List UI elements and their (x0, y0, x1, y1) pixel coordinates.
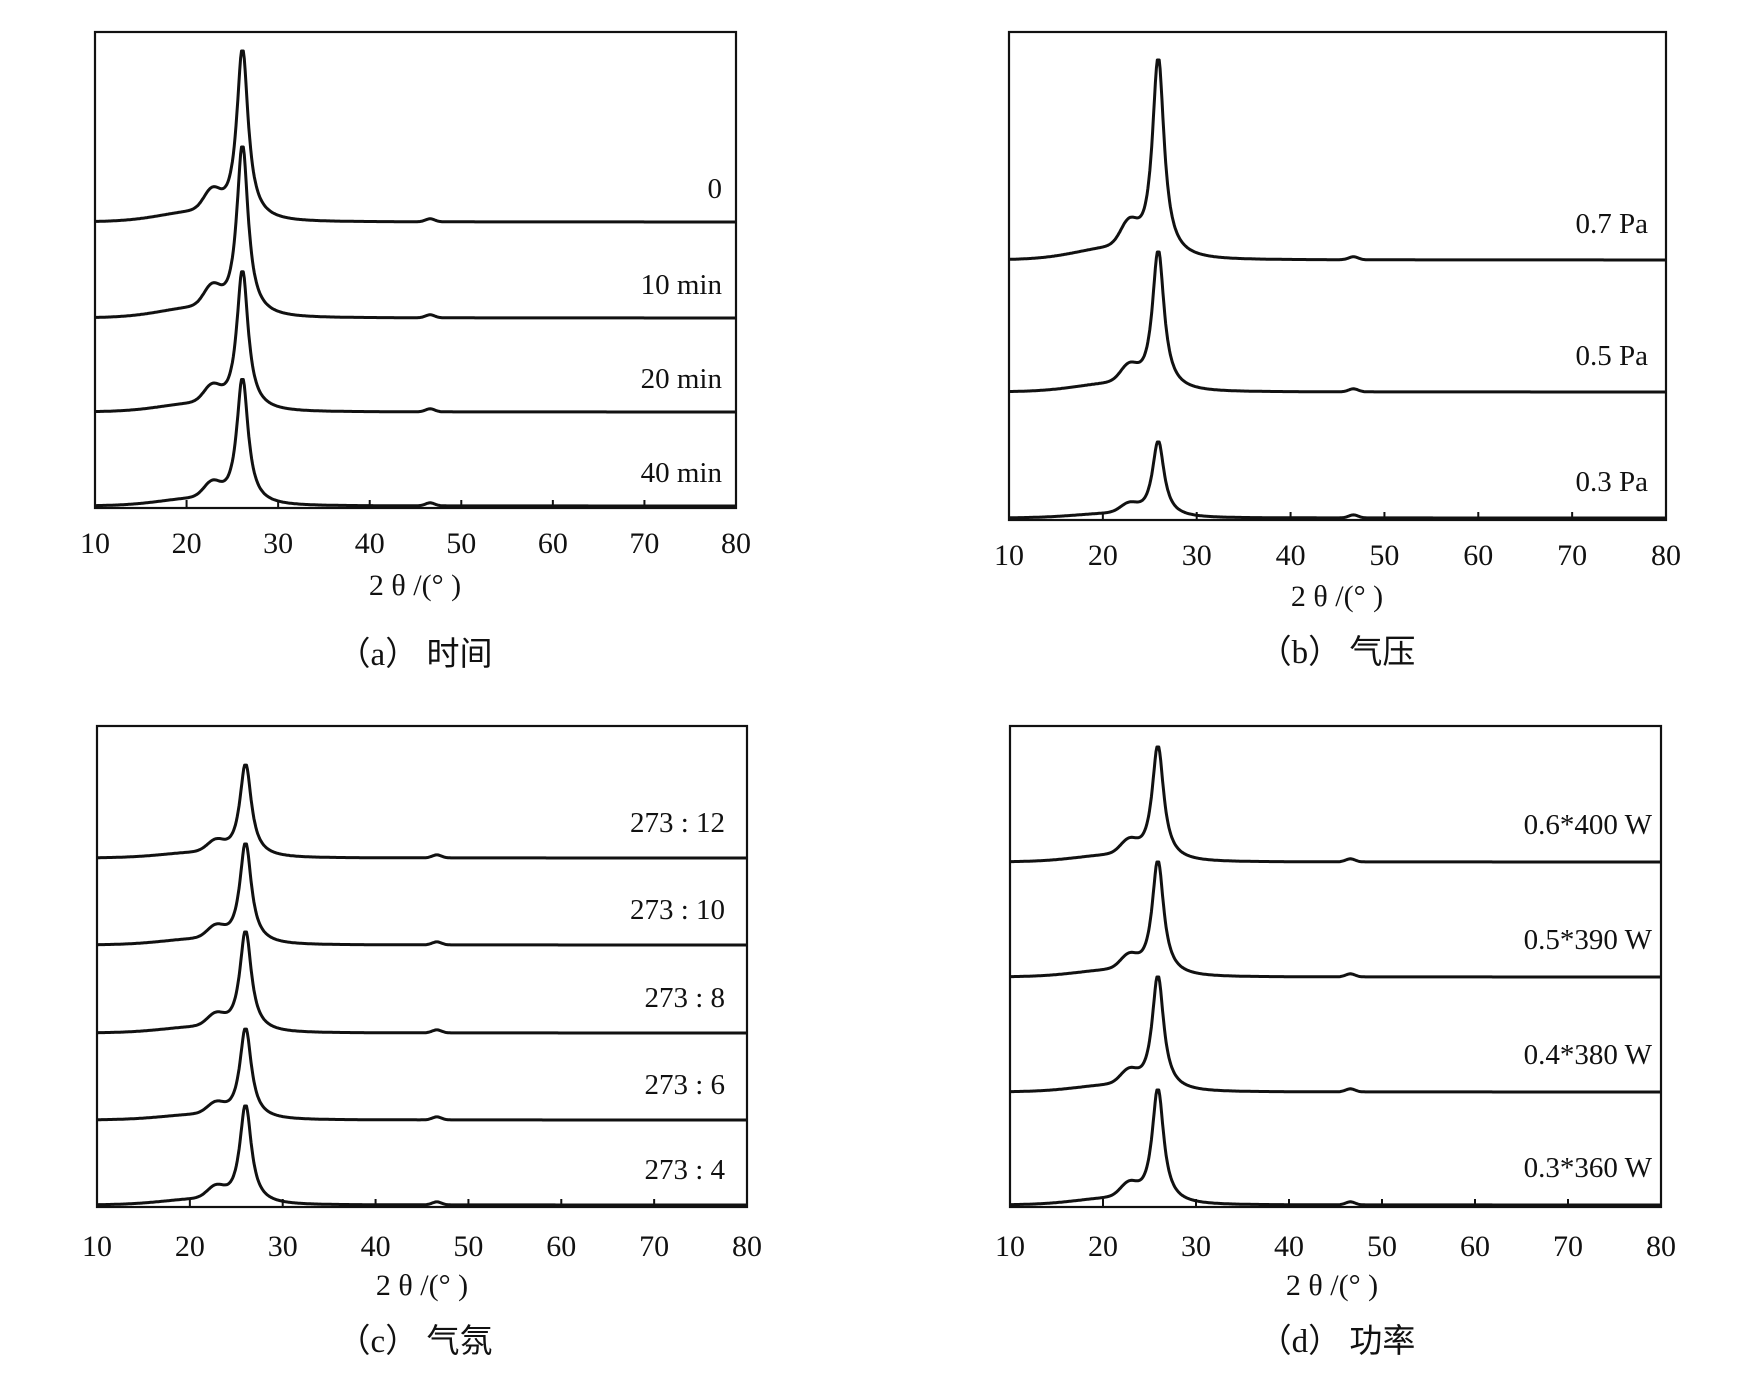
panel-c-x-tick-label: 40 (361, 1230, 391, 1263)
panel-b-series-line (1008, 440, 1667, 520)
panel-b-x-tick-label: 10 (994, 539, 1024, 572)
panel-d-x-tick-label: 60 (1460, 1230, 1490, 1263)
panel-b-x-tick-label: 20 (1088, 539, 1118, 572)
panel-b-x-axis-label: 2 θ /(° ) (1291, 580, 1383, 613)
panel-d-curves: 0.6*400 W 0.5*390 W 0.4*380 W 0.3*360 W (1009, 745, 1662, 1207)
panel-d: 0.6*400 W 0.5*390 W 0.4*380 W 0.3*360 W 10 2… (995, 724, 1676, 1360)
panel-b-x-tick-label: 60 (1463, 539, 1493, 572)
panel-b-x-tick-label: 30 (1182, 539, 1212, 572)
panel-c-series-line (96, 930, 748, 1035)
panel-d-x-tick-label: 30 (1181, 1230, 1211, 1263)
panel-d-series-line (1009, 1088, 1662, 1207)
panel-c-series-line (96, 842, 748, 947)
panel-c-x-tick-label: 60 (546, 1230, 576, 1263)
panel-a-x-tick-label: 60 (538, 527, 568, 560)
panel-a-x-tick-label: 30 (263, 527, 293, 560)
panel-c: 273 : 12 273 : 10 273 : 8 273 : 6 273 : 4 10… (82, 724, 762, 1360)
panel-d-x-tick-label: 20 (1088, 1230, 1118, 1263)
panel-a-x-ticks: 10 20 30 40 50 60 70 80 (80, 500, 751, 560)
panel-c-series-label: 273 : 12 (630, 807, 725, 839)
panel-d-x-axis-label: 2 θ /(° ) (1286, 1269, 1378, 1302)
panel-d-series-label: 0.3*360 W (1524, 1152, 1653, 1184)
panel-c-x-tick-label: 20 (175, 1230, 205, 1263)
panel-d-series-line (1009, 975, 1662, 1094)
panel-d-x-tick-label: 10 (995, 1230, 1025, 1263)
panel-c-x-tick-label: 50 (453, 1230, 483, 1263)
panel-b-x-tick-label: 50 (1369, 539, 1399, 572)
panel-d-caption: （d） 功率 (1259, 1323, 1416, 1360)
panel-a-series-label: 40 min (641, 457, 723, 489)
panel-b: 0.7 Pa 0.5 Pa 0.3 Pa 10 20 30 40 50 60 70 80 2 θ … (994, 30, 1681, 671)
panel-a: 0 10 min 20 min 40 min 10 20 30 40 50 60 70 80 2 θ… (80, 30, 751, 673)
panel-a-x-tick-label: 50 (446, 527, 476, 560)
panel-c-series-label: 273 : 10 (630, 894, 725, 926)
panel-d-x-ticks: 10 20 30 40 50 60 70 80 (995, 1199, 1676, 1263)
panel-c-x-ticks: 10 20 30 40 50 60 70 80 (82, 1199, 762, 1263)
panel-a-series-line (94, 378, 737, 508)
panel-a-series-line (94, 145, 737, 320)
panel-a-caption: （a） 时间 (338, 637, 493, 673)
panel-c-curves: 273 : 12 273 : 10 273 : 8 273 : 6 273 : 4 (96, 763, 748, 1207)
panel-a-series-label: 0 (708, 173, 723, 205)
panel-c-x-tick-label: 80 (732, 1230, 762, 1263)
panel-b-x-ticks: 10 20 30 40 50 60 70 80 (994, 512, 1681, 572)
panel-c-series-line (96, 1027, 748, 1122)
panel-a-x-tick-label: 80 (721, 527, 751, 560)
panel-a-plot-frame (93, 30, 738, 510)
panel-d-plot-frame (1008, 724, 1663, 1209)
panel-c-x-axis-label: 2 θ /(° ) (376, 1269, 468, 1302)
panel-c-x-tick-label: 30 (268, 1230, 298, 1263)
panel-a-series-line (94, 49, 737, 224)
panel-d-x-tick-label: 80 (1646, 1230, 1676, 1263)
panel-c-series-label: 273 : 6 (644, 1069, 725, 1101)
panel-d-series-line (1009, 860, 1662, 979)
panel-c-x-tick-label: 10 (82, 1230, 112, 1263)
panel-a-x-tick-label: 20 (172, 527, 202, 560)
panel-b-x-tick-label: 80 (1651, 539, 1681, 572)
panel-c-caption: （c） 气氛 (338, 1323, 493, 1360)
panel-c-plot-frame (95, 724, 749, 1209)
panel-d-series-label: 0.5*390 W (1524, 924, 1653, 956)
panel-b-curves: 0.7 Pa 0.5 Pa 0.3 Pa (1008, 58, 1667, 520)
panel-a-x-axis-label: 2 θ /(° ) (369, 569, 461, 602)
panel-b-series-line (1008, 250, 1667, 394)
panel-d-series-line (1009, 745, 1662, 864)
panel-b-plot-frame (1007, 30, 1668, 522)
panel-c-series-line (96, 763, 748, 860)
panel-d-x-tick-label: 50 (1367, 1230, 1397, 1263)
panel-d-series-label: 0.6*400 W (1524, 809, 1653, 841)
panel-b-series-label: 0.5 Pa (1576, 340, 1649, 372)
panel-b-caption: （b） 气压 (1259, 634, 1416, 671)
panel-c-series-line (96, 1104, 748, 1207)
panel-a-series-label: 10 min (641, 269, 723, 301)
panel-a-x-tick-label: 70 (629, 527, 659, 560)
panel-b-x-tick-label: 40 (1276, 539, 1306, 572)
panel-b-series-line (1008, 58, 1667, 262)
panel-d-x-tick-label: 70 (1553, 1230, 1583, 1263)
panel-a-x-tick-label: 10 (80, 527, 110, 560)
panel-d-x-tick-label: 40 (1274, 1230, 1304, 1263)
panel-c-series-label: 273 : 4 (644, 1154, 725, 1186)
panel-b-series-label: 0.3 Pa (1576, 466, 1649, 498)
panel-b-series-label: 0.7 Pa (1576, 208, 1649, 240)
panel-c-series-label: 273 : 8 (644, 982, 725, 1014)
panel-c-x-tick-label: 70 (639, 1230, 669, 1263)
panel-a-series-line (94, 270, 737, 414)
panel-b-x-tick-label: 70 (1557, 539, 1587, 572)
panel-a-series-label: 20 min (641, 363, 723, 395)
panel-a-curves: 0 10 min 20 min 40 min (94, 49, 737, 508)
panel-a-x-tick-label: 40 (355, 527, 385, 560)
panel-d-series-label: 0.4*380 W (1524, 1039, 1653, 1071)
